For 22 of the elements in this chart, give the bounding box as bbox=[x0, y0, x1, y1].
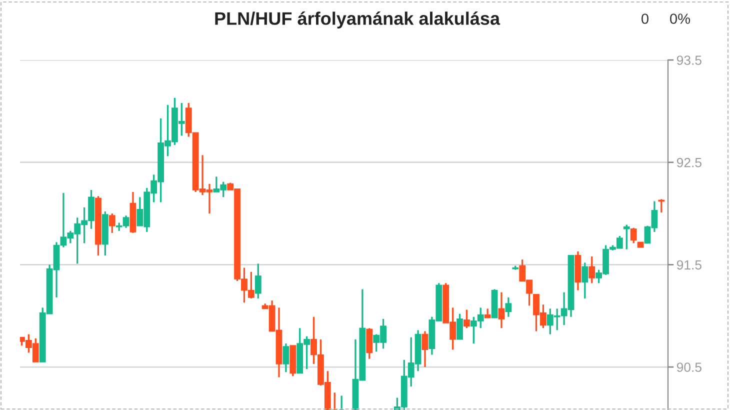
candlestick bbox=[338, 394, 345, 410]
candlestick bbox=[623, 224, 630, 250]
candlestick bbox=[484, 308, 491, 319]
y-tick-label: 93.5 bbox=[676, 56, 702, 65]
y-tick-label: 92.5 bbox=[676, 158, 702, 168]
chart-title: PLN/HUF árfolyamának alakulása bbox=[215, 12, 500, 28]
candlestick bbox=[422, 330, 428, 368]
candlestick bbox=[456, 312, 463, 340]
candlestick bbox=[108, 212, 116, 234]
text: 0 bbox=[642, 14, 648, 24]
y-tick-label: 91.5 bbox=[676, 260, 702, 270]
candlestick bbox=[464, 308, 470, 329]
candlestick bbox=[505, 296, 512, 318]
candlestick bbox=[498, 291, 505, 329]
text: 0% bbox=[670, 14, 690, 24]
candlestick bbox=[282, 342, 290, 373]
candlestick bbox=[254, 262, 262, 300]
candlestick bbox=[630, 227, 637, 244]
candlestick bbox=[366, 327, 373, 360]
y-tick-label: 90.5 bbox=[676, 362, 702, 372]
candlestick bbox=[588, 256, 596, 284]
candlestick bbox=[582, 262, 588, 300]
